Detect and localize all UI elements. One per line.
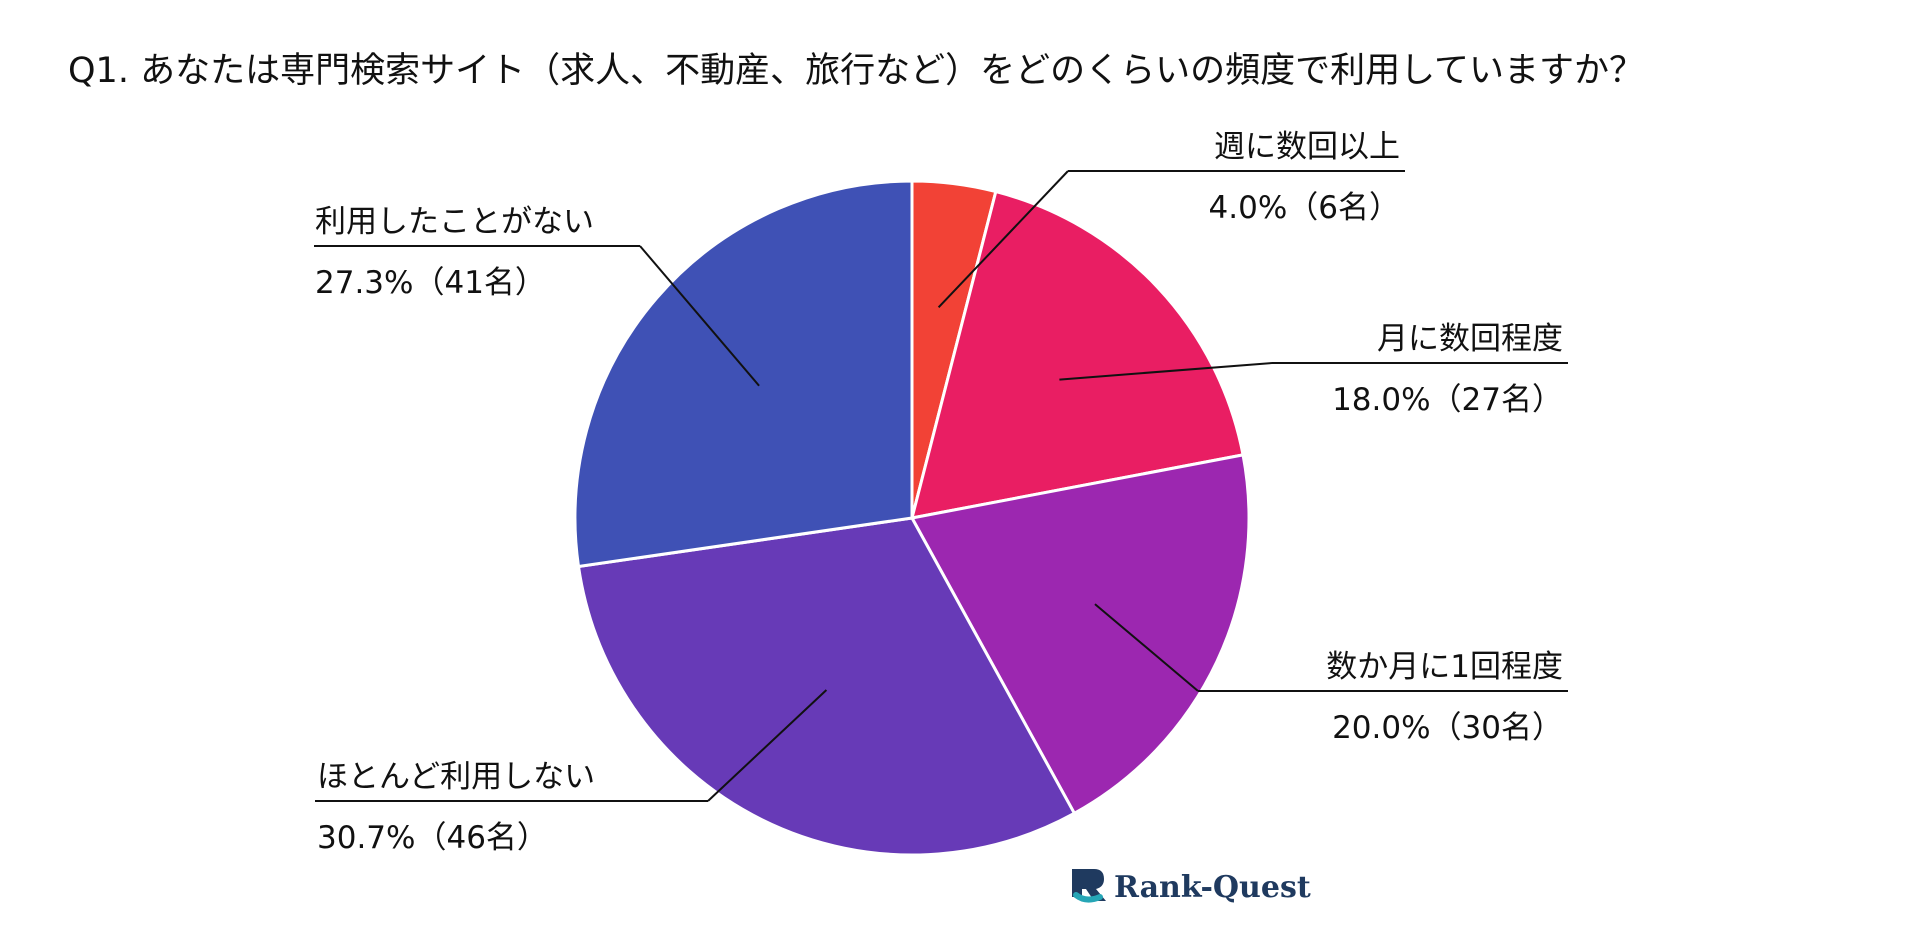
leader-line-4 bbox=[707, 689, 828, 802]
slice-label-2: 月に数回程度 bbox=[1377, 321, 1563, 357]
brand-logo-text: Rank-Quest bbox=[1114, 870, 1311, 905]
leader-line-2 bbox=[1059, 362, 1273, 381]
slice-value-label-5: 27.3%（41名） bbox=[315, 265, 546, 301]
slice-label-1: 週に数回以上 bbox=[1214, 129, 1400, 165]
brand-logo-part2: Quest bbox=[1213, 870, 1311, 905]
slice-value-label-3: 20.0%（30名） bbox=[1332, 710, 1563, 746]
pie-slices bbox=[573, 179, 1251, 857]
slice-labels: 週に数回以上 4.0%（6名） 月に数回程度 18.0%（27名） 数か月に1回程度 20… bbox=[315, 129, 1563, 856]
slice-label-4: ほとんど利用しない bbox=[317, 759, 595, 795]
pie-slice-3 bbox=[910, 453, 1251, 815]
brand-logo-part1: Rank- bbox=[1114, 870, 1213, 905]
leader-lines bbox=[314, 170, 1568, 802]
brand-logo-icon bbox=[1072, 869, 1106, 903]
slice-value-label-4: 30.7%（46名） bbox=[317, 820, 548, 856]
leader-line-3 bbox=[1094, 603, 1199, 692]
slice-value-label-1: 4.0%（6名） bbox=[1209, 190, 1400, 226]
chart-title: Q1. あなたは専門検索サイト（求人、不動産、旅行など）をどのくらいの頻度で利用… bbox=[68, 51, 1644, 91]
pie-slice-5 bbox=[573, 179, 914, 569]
leader-line-1 bbox=[937, 170, 1069, 309]
slice-label-5: 利用したことがない bbox=[315, 204, 594, 240]
slice-label-3: 数か月に1回程度 bbox=[1326, 649, 1563, 685]
pie-slice-4 bbox=[577, 516, 1076, 857]
slice-value-label-2: 18.0%（27名） bbox=[1332, 382, 1563, 418]
leader-line-5 bbox=[639, 245, 760, 387]
brand-logo: Rank-Quest bbox=[1072, 869, 1311, 905]
